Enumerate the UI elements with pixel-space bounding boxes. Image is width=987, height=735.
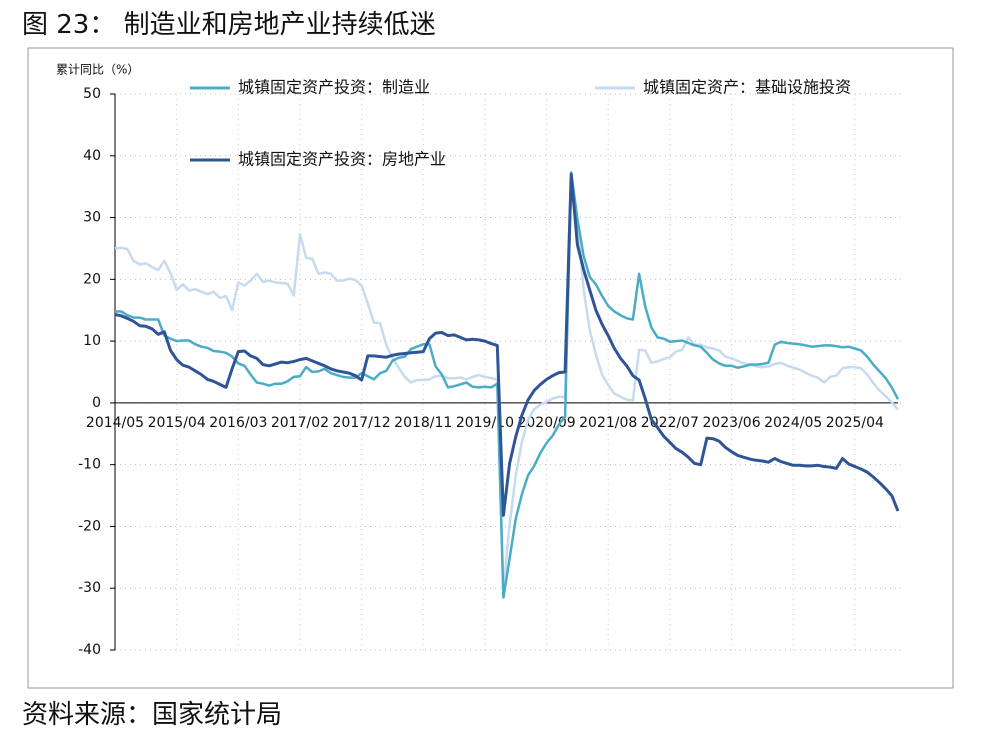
x-tick-label: 2024/05	[764, 415, 822, 431]
series-line	[115, 171, 900, 599]
x-tick-label: 2017/12	[333, 415, 391, 431]
figure-title: 图 23： 制造业和房地产业持续低迷	[22, 10, 436, 40]
series-line	[114, 175, 899, 592]
x-tick-label: 2020/09	[517, 415, 575, 431]
legend-label: 城镇固定资产：基础设施投资	[643, 78, 851, 97]
x-tick-label: 2019/10	[456, 415, 514, 431]
y-tick-label: -10	[78, 457, 101, 473]
x-tick-label: 2014/05	[86, 415, 144, 431]
legend-label: 城镇固定资产投资：制造业	[238, 78, 430, 97]
y-tick-label: -40	[78, 642, 101, 658]
source: 资料来源：国家统计局	[22, 700, 283, 730]
series-line	[114, 172, 900, 517]
x-tick-label: 2018/11	[394, 415, 452, 431]
frame	[27, 47, 954, 689]
y-axis-label: 累计同比（%）	[56, 63, 139, 77]
x-tick-label: 2016/03	[209, 415, 267, 431]
x-tick-label: 2017/02	[271, 415, 329, 431]
y-tick-label: 10	[83, 333, 101, 349]
y-tick-label: 20	[83, 271, 101, 287]
y-tick-label: -20	[78, 518, 101, 534]
y-tick-label: 0	[92, 395, 101, 411]
x-tick-label: 2021/08	[579, 415, 637, 431]
legend-label: 城镇固定资产投资：房地产业	[238, 150, 446, 169]
y-tick-label: 30	[83, 210, 101, 226]
y-tick-label: 40	[83, 148, 101, 164]
y-tick-label: 50	[83, 86, 101, 102]
x-tick-label: 2025/04	[826, 415, 884, 431]
x-tick-label: 2023/06	[702, 415, 760, 431]
x-tick-label: 2015/04	[148, 415, 206, 431]
y-tick-label: -30	[78, 580, 101, 596]
